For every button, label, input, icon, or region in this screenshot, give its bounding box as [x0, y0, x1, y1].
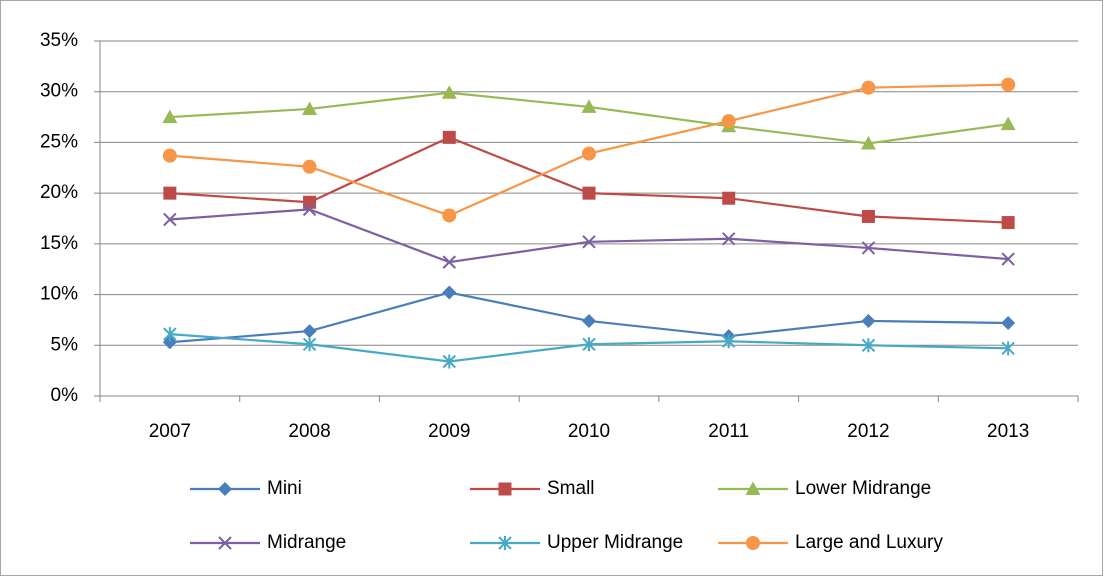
marker — [721, 114, 736, 129]
marker — [861, 80, 876, 95]
legend-marker — [746, 536, 760, 550]
marker — [582, 313, 596, 328]
y-tick-label: 5% — [51, 334, 79, 355]
marker — [303, 195, 317, 209]
marker — [1001, 252, 1015, 266]
marker — [302, 159, 317, 174]
marker — [1000, 116, 1016, 131]
legend-label: Mini — [267, 478, 302, 499]
marker — [722, 334, 736, 349]
legend-marker — [218, 536, 232, 550]
marker — [442, 130, 456, 144]
x-tick-label: 2009 — [428, 421, 470, 442]
marker — [861, 209, 875, 223]
marker — [722, 232, 736, 246]
marker — [861, 338, 876, 353]
legend-label: Small — [547, 478, 595, 499]
y-tick-label: 20% — [40, 182, 78, 203]
y-tick-label: 30% — [40, 81, 78, 102]
legend-label: Midrange — [267, 532, 346, 553]
marker — [302, 324, 317, 339]
marker — [1001, 315, 1016, 330]
legend-marker — [218, 482, 232, 496]
marker — [163, 212, 177, 227]
x-tick-label: 2007 — [149, 421, 191, 442]
x-tick-label: 2012 — [847, 421, 889, 442]
marker — [1001, 77, 1016, 92]
legend-label: Large and Luxury — [795, 532, 943, 553]
legend-marker — [745, 481, 761, 495]
marker — [581, 99, 597, 113]
y-tick-label: 15% — [40, 233, 78, 254]
marker — [442, 208, 457, 223]
y-tick-label: 35% — [40, 30, 78, 51]
marker — [861, 313, 876, 328]
y-tick-label: 25% — [40, 131, 78, 152]
marker — [722, 191, 736, 205]
marker — [442, 285, 457, 300]
x-tick-label: 2011 — [708, 421, 749, 442]
marker — [582, 235, 596, 249]
marker — [302, 337, 317, 352]
marker — [582, 186, 596, 200]
marker — [162, 148, 177, 163]
legend-label: Upper Midrange — [547, 532, 683, 553]
legend-label: Lower Midrange — [795, 478, 931, 499]
x-tick-label: 2008 — [288, 421, 330, 442]
marker — [163, 327, 177, 342]
y-tick-label: 10% — [40, 284, 78, 305]
marker — [582, 146, 596, 161]
marker — [163, 186, 177, 200]
marker — [302, 101, 318, 115]
marker — [861, 241, 876, 255]
marker — [582, 337, 596, 352]
marker — [441, 85, 457, 99]
legend-marker — [498, 482, 512, 496]
marker — [1001, 341, 1015, 356]
x-tick-label: 2010 — [568, 421, 610, 442]
marker — [442, 255, 456, 269]
marker — [860, 135, 876, 150]
y-tick-label: 0% — [51, 385, 79, 406]
marker — [302, 202, 317, 217]
x-tick-label: 2013 — [987, 421, 1029, 442]
marker — [1001, 216, 1015, 230]
marker — [162, 109, 178, 124]
marker — [442, 354, 456, 369]
legend-marker — [498, 536, 512, 550]
